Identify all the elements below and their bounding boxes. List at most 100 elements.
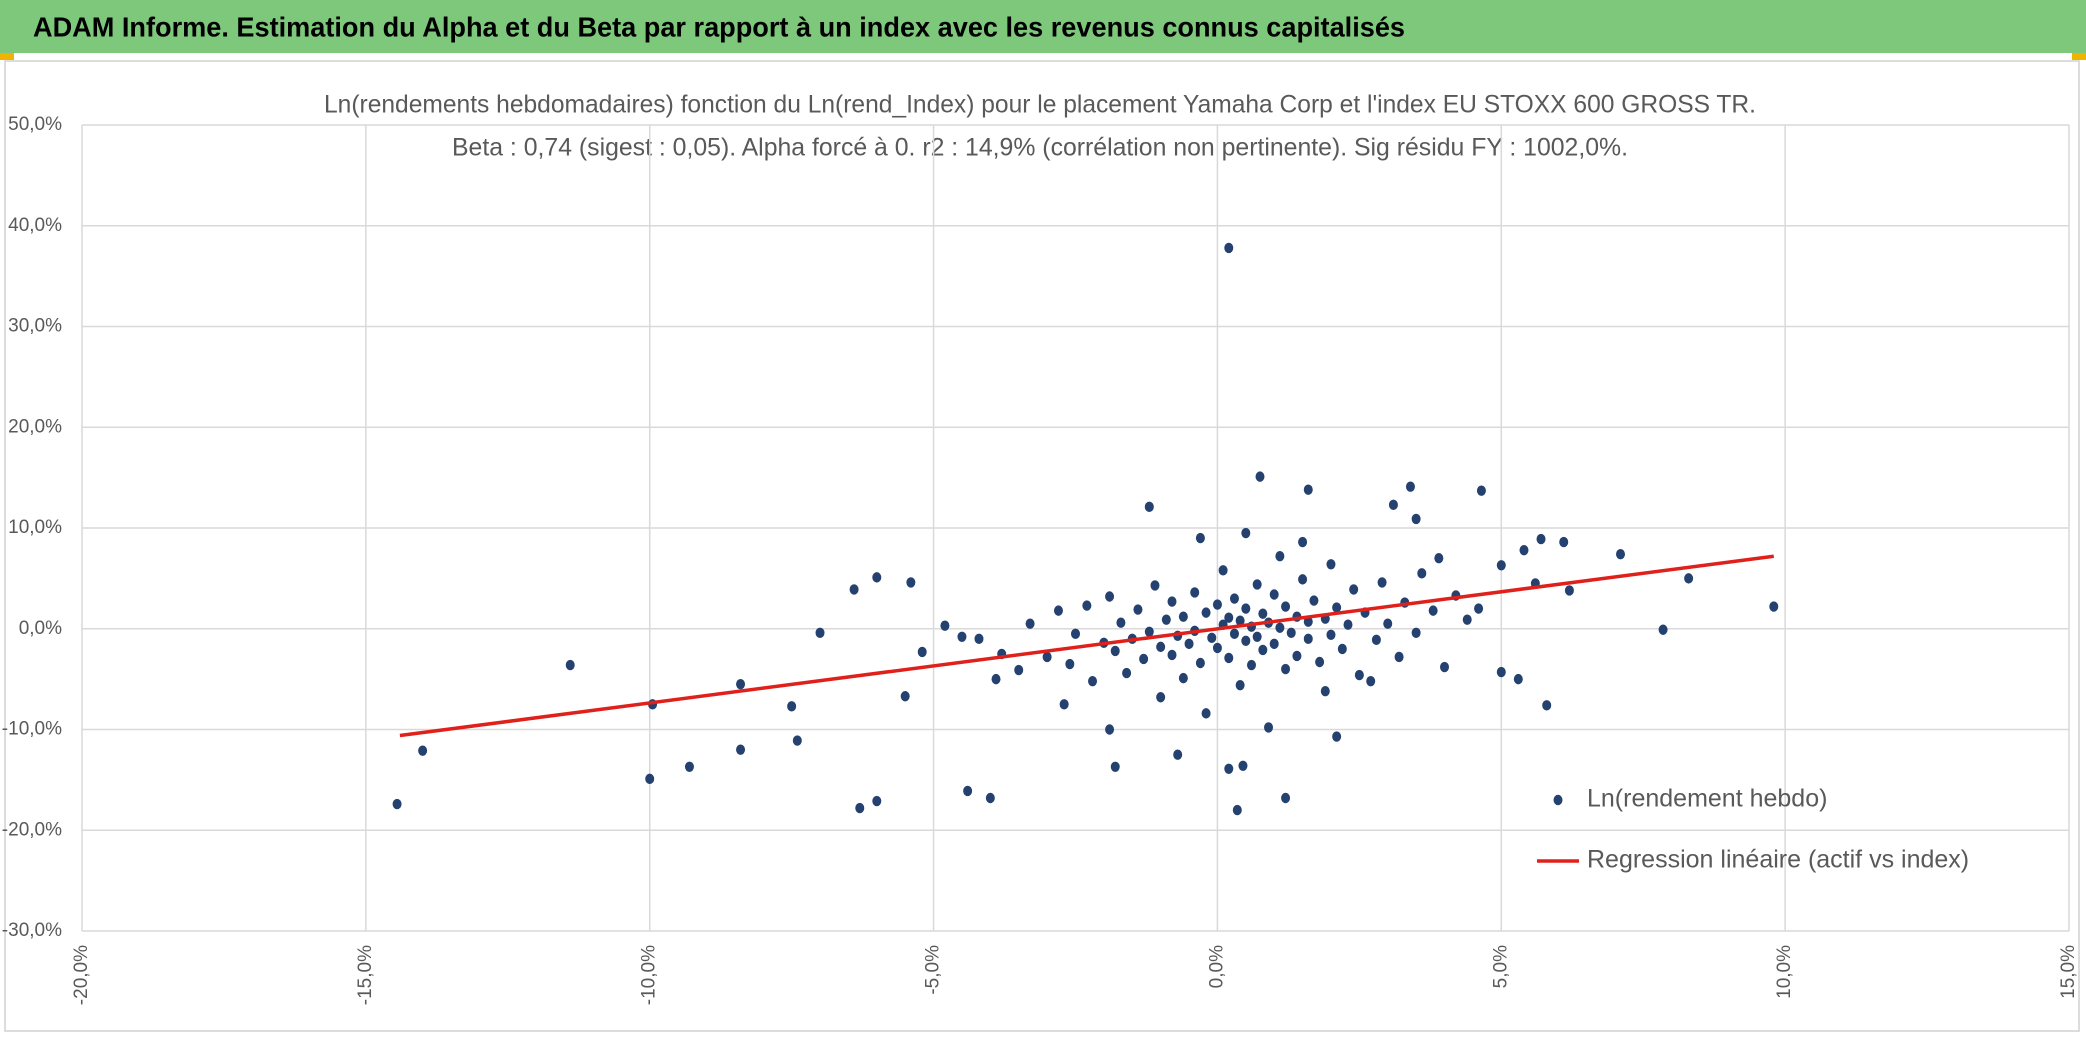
scatter-point xyxy=(792,735,802,746)
scatter-point xyxy=(1377,577,1387,588)
scatter-point xyxy=(1269,638,1279,650)
scatter-point xyxy=(1150,580,1160,591)
scatter-point xyxy=(1105,724,1115,735)
scatter-point xyxy=(1161,614,1171,625)
scatter-point xyxy=(1241,603,1251,614)
scatter-point xyxy=(1235,615,1245,626)
scatter-point xyxy=(1224,612,1234,623)
scatter-point xyxy=(1542,700,1552,711)
scatter-point xyxy=(1144,626,1154,637)
y-tick-label: 0,0% xyxy=(19,618,62,639)
x-tick-label: 10,0% xyxy=(1774,945,1795,999)
scatter-point xyxy=(1258,644,1268,656)
x-tick-label: -10,0% xyxy=(639,945,660,1005)
scatter-point xyxy=(1065,658,1075,670)
scatter-point xyxy=(1264,722,1274,733)
scatter-point xyxy=(1286,627,1296,638)
scatter-point xyxy=(1559,536,1569,548)
scatter-point xyxy=(1658,624,1668,635)
scatter-point xyxy=(906,577,916,588)
scatter-point xyxy=(1238,760,1248,771)
scatter-point xyxy=(1474,603,1484,614)
scatter-point xyxy=(1224,652,1234,664)
scatter-point xyxy=(1349,584,1359,595)
scatter-point xyxy=(974,633,984,645)
scatter-point xyxy=(1229,628,1239,639)
chart-title: Ln(rendements hebdomadaires) fonction du… xyxy=(324,91,1756,119)
y-tick-label: -30,0% xyxy=(2,920,62,941)
scatter-point xyxy=(1195,657,1205,669)
scatter-point xyxy=(1462,614,1472,625)
legend-label: Ln(rendement hebdo) xyxy=(1587,785,1827,813)
scatter-point xyxy=(1241,635,1251,647)
scatter-point xyxy=(1275,551,1285,562)
scatter-point xyxy=(1411,513,1421,525)
scatter-point xyxy=(1212,642,1222,654)
scatter-point xyxy=(1229,593,1239,604)
scatter-point xyxy=(1337,643,1347,655)
scatter-point xyxy=(1496,560,1506,571)
scatter-point xyxy=(900,691,910,702)
x-tick-label: -5,0% xyxy=(923,945,944,995)
scatter-point xyxy=(1371,634,1381,646)
scatter-point xyxy=(849,584,859,595)
scatter-point xyxy=(1332,602,1342,613)
y-tick-label: 20,0% xyxy=(8,416,62,437)
scatter-point xyxy=(872,572,882,583)
scatter-point xyxy=(1303,633,1313,645)
scatter-point xyxy=(963,785,973,797)
scatter-point xyxy=(1281,663,1291,675)
scatter-point xyxy=(1207,632,1217,644)
scatter-point xyxy=(1156,641,1166,653)
scatter-point xyxy=(1252,579,1262,590)
scatter-point xyxy=(991,673,1001,685)
legend: Ln(rendement hebdo) Regression linéaire (… xyxy=(1537,785,1969,874)
scatter-point xyxy=(815,627,825,638)
scatter-point xyxy=(392,798,402,810)
scatter-point xyxy=(1354,669,1364,681)
scatter-point xyxy=(1326,559,1336,570)
scatter-point xyxy=(1224,242,1234,254)
scatter-point xyxy=(1059,699,1069,710)
scatter-point xyxy=(1684,573,1694,584)
scatter-point xyxy=(1025,618,1035,629)
scatter-point xyxy=(1536,533,1546,545)
scatter-point xyxy=(1144,501,1154,513)
scatter-point xyxy=(1332,731,1342,742)
scatter-point xyxy=(1252,631,1262,643)
regression-line xyxy=(399,554,1775,738)
scatter-point xyxy=(1241,527,1251,539)
corner-marker xyxy=(2072,53,2086,60)
scatter-point xyxy=(1156,692,1166,703)
chart-subtitle: Beta : 0,74 (sigest : 0,05). Alpha forcé… xyxy=(452,134,1628,162)
scatter-point xyxy=(1071,628,1080,639)
scatter-point xyxy=(1042,651,1052,663)
y-tick-label: 40,0% xyxy=(8,215,62,236)
scatter-point xyxy=(1082,600,1092,611)
scatter-point xyxy=(1014,664,1024,676)
scatter-point xyxy=(1139,653,1149,665)
scatter-point xyxy=(1195,532,1205,544)
header-title: ADAM Informe. Estimation du Alpha et du … xyxy=(33,11,1405,42)
scatter-point xyxy=(1343,619,1353,630)
scatter-point xyxy=(1769,601,1779,612)
scatter-point xyxy=(985,792,995,804)
scatter-point xyxy=(1616,548,1626,560)
x-tick-label: 0,0% xyxy=(1206,945,1227,988)
scatter-point xyxy=(1110,761,1120,772)
scatter-point xyxy=(1258,608,1268,619)
scatter-point xyxy=(1303,616,1313,627)
scatter-point xyxy=(1105,591,1115,602)
scatter-point xyxy=(1053,605,1063,616)
scatter-point xyxy=(1218,565,1228,576)
scatter-point xyxy=(565,659,575,671)
corner-marker xyxy=(0,53,14,60)
scatter-point xyxy=(1116,617,1126,628)
scatter-point xyxy=(1564,585,1574,596)
scatter-point xyxy=(1405,481,1415,492)
legend-label: Regression linéaire (actif vs index) xyxy=(1587,846,1969,874)
scatter-point xyxy=(1309,595,1319,606)
y-tick-label: 50,0% xyxy=(8,114,62,135)
grid: -30,0% -20,0% -10,0% 0,0% 10,0% 20,0% 30,0% 40,… xyxy=(2,114,2079,1005)
